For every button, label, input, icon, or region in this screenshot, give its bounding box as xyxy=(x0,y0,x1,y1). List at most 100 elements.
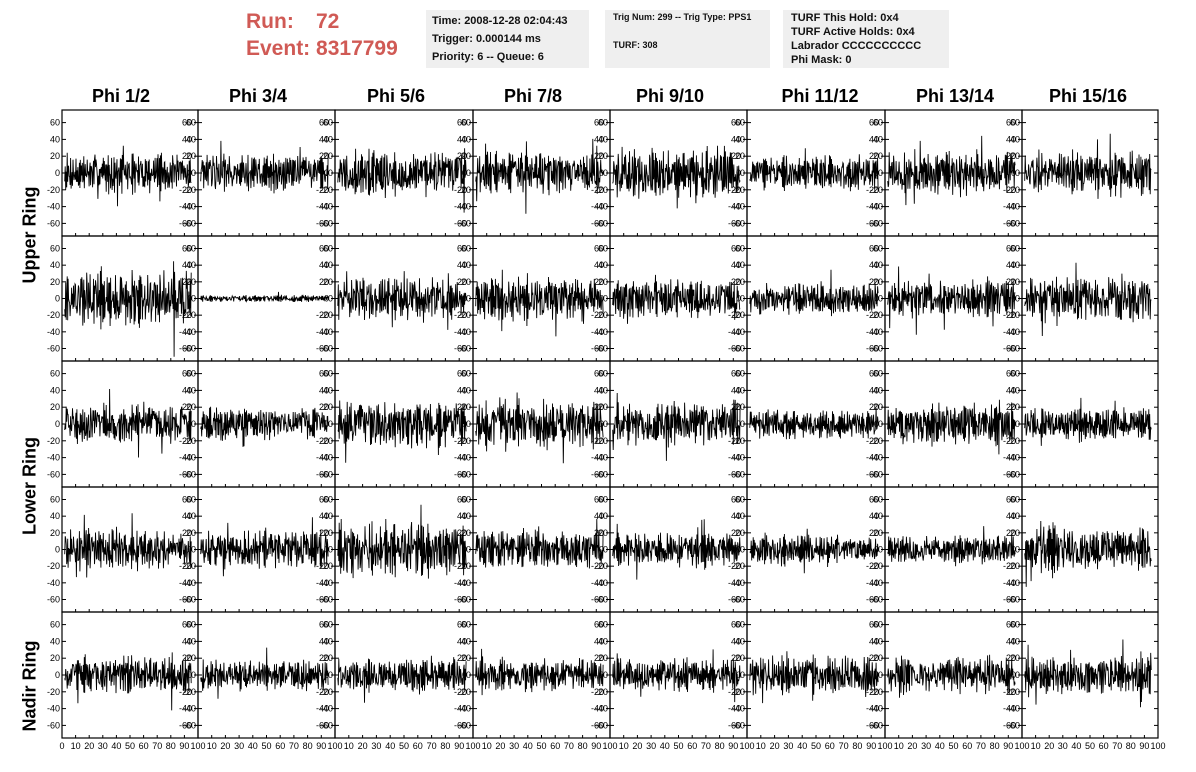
y-tick-label: -60 xyxy=(595,469,608,479)
y-tick-label: 40 xyxy=(319,260,329,270)
y-tick-label: 0 xyxy=(1015,294,1020,304)
y-tick-label: -60 xyxy=(1003,469,1016,479)
y-tick-label: 20 xyxy=(319,402,329,412)
trig-info-box: Trig Num: 299 -- Trig Type: PPS1 TURF: 3… xyxy=(605,10,770,68)
y-tick-label: 60 xyxy=(186,369,196,379)
y-tick-label: 60 xyxy=(594,495,604,505)
y-tick-label: -60 xyxy=(1003,344,1016,354)
y-tick-label: 40 xyxy=(323,385,333,395)
y-tick-label: -60 xyxy=(1007,218,1020,228)
y-tick-label: -40 xyxy=(320,327,333,337)
y-tick-label: 20 xyxy=(319,277,329,287)
y-tick-label: -20 xyxy=(732,436,745,446)
y-tick-label: 40 xyxy=(323,511,333,521)
y-tick-label: -40 xyxy=(316,202,329,212)
y-tick-label: 20 xyxy=(1010,402,1020,412)
y-tick-label: 0 xyxy=(187,670,192,680)
y-tick-label: -60 xyxy=(316,218,329,228)
y-tick-label: -20 xyxy=(320,310,333,320)
column-header-phi-9-10: Phi 9/10 xyxy=(635,86,705,106)
y-tick-label: -40 xyxy=(1003,202,1016,212)
y-tick-label: -60 xyxy=(454,720,467,730)
y-tick-label: 0 xyxy=(878,168,883,178)
y-tick-label: 40 xyxy=(735,636,745,646)
waveform-trace xyxy=(1024,520,1152,587)
column-header-phi-5-6: Phi 5/6 xyxy=(366,86,426,106)
turf-text: TURF: 308 xyxy=(613,40,658,50)
panel-r0-c7: -60 -40 -20 0 20 40 60 xyxy=(1007,109,1159,237)
y-tick-label: 60 xyxy=(1010,620,1020,630)
y-tick-label: 40 xyxy=(731,134,741,144)
y-tick-label: -20 xyxy=(595,561,608,571)
waveform-trace xyxy=(475,392,604,464)
y-tick-label: -60 xyxy=(47,469,60,479)
y-tick-label: 40 xyxy=(869,260,879,270)
y-tick-label: 40 xyxy=(182,511,192,521)
y-tick-label: 60 xyxy=(1010,118,1020,128)
run-event-box: Run: 72 Event: 8317799 xyxy=(246,8,418,64)
event-label: Event: xyxy=(246,37,311,60)
waveform-trace xyxy=(612,392,741,461)
x-tick-label: 40 xyxy=(1071,741,1081,751)
waveform-trace xyxy=(64,652,192,711)
x-tick-label: 10 xyxy=(344,741,354,751)
y-tick-label: 60 xyxy=(594,118,604,128)
y-tick-label: -60 xyxy=(183,469,196,479)
y-tick-label: 60 xyxy=(50,620,60,630)
y-tick-label: 60 xyxy=(319,118,329,128)
y-tick-label: -40 xyxy=(1007,327,1020,337)
y-tick-label: 20 xyxy=(182,151,192,161)
y-tick-label: 40 xyxy=(594,385,604,395)
y-tick-label: -20 xyxy=(320,185,333,195)
x-tick-label: 50 xyxy=(1085,741,1095,751)
y-tick-label: 60 xyxy=(323,620,333,630)
y-tick-label: 40 xyxy=(319,636,329,646)
y-tick-label: -40 xyxy=(316,327,329,337)
y-tick-label: -20 xyxy=(47,561,60,571)
x-tick-label: 100 xyxy=(465,741,480,751)
y-tick-label: -40 xyxy=(1003,327,1016,337)
x-tick-label: 70 xyxy=(564,741,574,751)
y-tick-label: -20 xyxy=(458,436,471,446)
x-tick-label: 80 xyxy=(715,741,725,751)
y-tick-label: 20 xyxy=(873,402,883,412)
y-tick-label: 40 xyxy=(1006,385,1016,395)
run-label: Run: xyxy=(246,10,294,33)
y-tick-label: 60 xyxy=(1010,244,1020,254)
y-tick-label: 60 xyxy=(598,369,608,379)
y-tick-label: 60 xyxy=(731,369,741,379)
y-tick-label: 20 xyxy=(735,277,745,287)
y-tick-label: -60 xyxy=(591,344,604,354)
y-tick-label: 0 xyxy=(603,419,608,429)
x-tick-label: 90 xyxy=(179,741,189,751)
y-tick-label: 60 xyxy=(1006,369,1016,379)
x-tick-label: 70 xyxy=(152,741,162,751)
y-tick-label: 0 xyxy=(1015,168,1020,178)
y-tick-label: 20 xyxy=(186,402,196,412)
y-tick-label: 20 xyxy=(457,277,467,287)
y-tick-label: -60 xyxy=(47,344,60,354)
y-tick-label: -40 xyxy=(595,327,608,337)
y-tick-label: 0 xyxy=(603,670,608,680)
y-tick-label: 0 xyxy=(328,670,333,680)
x-tick-label: 100 xyxy=(327,741,342,751)
y-tick-label: -60 xyxy=(595,218,608,228)
y-tick-label: 60 xyxy=(457,620,467,630)
y-tick-label: -20 xyxy=(458,687,471,697)
y-tick-label: -60 xyxy=(732,595,745,605)
event-value: 8317799 xyxy=(316,37,398,60)
y-tick-label: 40 xyxy=(1010,134,1020,144)
y-tick-label: 40 xyxy=(594,260,604,270)
y-tick-label: 20 xyxy=(598,402,608,412)
x-tick-label: 100 xyxy=(602,741,617,751)
y-tick-label: 40 xyxy=(869,385,879,395)
y-tick-label: -40 xyxy=(47,453,60,463)
y-tick-label: 0 xyxy=(740,545,745,555)
x-tick-label: 60 xyxy=(275,741,285,751)
y-tick-label: 0 xyxy=(55,670,60,680)
